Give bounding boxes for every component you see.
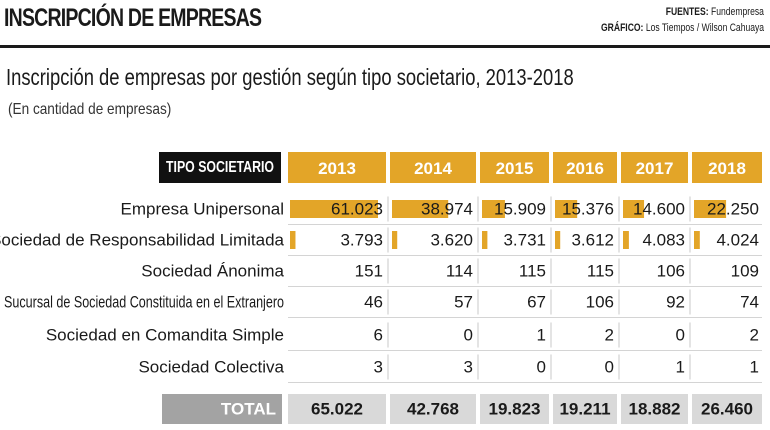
- total-value: 65.022: [311, 400, 363, 419]
- total-label: TOTAL: [221, 400, 276, 419]
- bar-mark: [290, 200, 378, 218]
- header-tipo-box: [159, 152, 281, 183]
- total-cell-box: [621, 394, 688, 424]
- cell-value: 46: [364, 293, 383, 312]
- header-year-box: [621, 152, 688, 183]
- bar-mark: [392, 200, 449, 218]
- cell-value: 15.909: [494, 200, 546, 219]
- cell-value: 2: [605, 326, 614, 345]
- row-label: Sociedad de Responsabilidad Limitada: [0, 231, 285, 250]
- bar-mark: [482, 231, 488, 249]
- cell-value: 3.731: [503, 231, 546, 250]
- cell-value: 0: [537, 358, 546, 377]
- header-year-2014: 2014: [414, 159, 452, 178]
- row-label: Empresa Unipersonal: [121, 200, 284, 219]
- cell-value: 115: [587, 262, 614, 281]
- cell-value: 4.083: [642, 231, 685, 250]
- bar-mark: [482, 200, 505, 218]
- header-year-2017: 2017: [636, 159, 674, 178]
- header-year-box: [288, 152, 386, 183]
- total-value: 26.460: [701, 400, 753, 419]
- cell-value: 115: [519, 262, 546, 281]
- cell-value: 151: [355, 262, 383, 281]
- bar-mark: [694, 231, 700, 249]
- cell-value: 1: [750, 358, 759, 377]
- total-cell-box: [480, 394, 549, 424]
- bar-mark: [623, 200, 645, 218]
- chart-title: Inscripción de empresas por gestión segú…: [6, 64, 574, 90]
- cell-value: 106: [586, 293, 614, 312]
- cell-value: 0: [464, 326, 473, 345]
- total-value: 19.823: [489, 400, 541, 419]
- header-divider-notch: [0, 36, 12, 45]
- header-divider: [0, 45, 770, 48]
- header-year-box: [480, 152, 549, 183]
- bar-mark: [392, 231, 398, 249]
- total-value: 42.768: [407, 400, 459, 419]
- cell-value: 3.612: [571, 231, 614, 250]
- header-year-box: [390, 152, 476, 183]
- cell-value: 15.376: [562, 200, 614, 219]
- cell-value: 6: [374, 326, 383, 345]
- total-label-box: [162, 394, 282, 424]
- header-tipo-label: TIPO SOCIETARIO: [166, 159, 274, 176]
- total-cell-box: [390, 394, 476, 424]
- cell-value: 92: [666, 293, 685, 312]
- header-year-2015: 2015: [496, 159, 534, 178]
- total-cell-box: [692, 394, 762, 424]
- page-title: INSCRIPCIÓN DE EMPRESAS: [4, 4, 262, 32]
- row-label: Sociedad Colectiva: [138, 358, 284, 377]
- total-cell-box: [288, 394, 386, 424]
- header-year-2018: 2018: [708, 159, 746, 178]
- cell-value: 61.023: [331, 200, 383, 219]
- bar-mark: [694, 200, 727, 218]
- cell-value: 67: [527, 293, 546, 312]
- graphic-label: GRÁFICO:: [600, 22, 644, 34]
- header-year-box: [692, 152, 762, 183]
- bar-mark: [555, 231, 561, 249]
- graphic-value: Los Tiempos / Wilson Cahuaya: [645, 22, 764, 34]
- sources-value: Fundempresa: [711, 6, 764, 18]
- sources-credit: FUENTES: Fundempresa: [666, 6, 764, 18]
- cell-value: 3: [464, 358, 473, 377]
- cell-value: 14.600: [633, 200, 685, 219]
- cell-value: 114: [446, 262, 473, 281]
- cell-value: 74: [740, 293, 759, 312]
- chart-subtitle: (En cantidad de empresas): [8, 101, 172, 118]
- cell-value: 22.250: [707, 200, 759, 219]
- cell-value: 109: [731, 262, 759, 281]
- cell-value: 1: [676, 358, 685, 377]
- row-label: Sociedad en Comandita Simple: [46, 326, 284, 345]
- cell-value: 0: [605, 358, 614, 377]
- cell-value: 4.024: [716, 231, 759, 250]
- total-value: 19.211: [559, 400, 610, 419]
- cell-value: 0: [676, 326, 685, 345]
- cell-value: 3.793: [340, 231, 383, 250]
- row-label: Sucursal de Sociedad Constituida en el E…: [4, 293, 284, 312]
- bar-mark: [623, 231, 629, 249]
- cell-value: 106: [657, 262, 685, 281]
- bar-mark: [290, 231, 296, 249]
- header-year-2016: 2016: [566, 159, 604, 178]
- header-year-2013: 2013: [318, 159, 356, 178]
- cell-value: 3: [374, 358, 383, 377]
- cell-value: 3.620: [430, 231, 473, 250]
- cell-value: 1: [537, 326, 546, 345]
- graphic-credit: GRÁFICO: Los Tiempos / Wilson Cahuaya: [601, 22, 764, 34]
- sources-label: FUENTES:: [665, 6, 709, 18]
- total-value: 18.882: [629, 400, 681, 419]
- total-cell-box: [553, 394, 617, 424]
- header-year-box: [553, 152, 617, 183]
- bar-mark: [555, 200, 578, 218]
- cell-value: 57: [454, 293, 473, 312]
- row-label: Sociedad Ánonima: [141, 262, 284, 281]
- cell-value: 38.974: [421, 200, 473, 219]
- cell-value: 2: [750, 326, 759, 345]
